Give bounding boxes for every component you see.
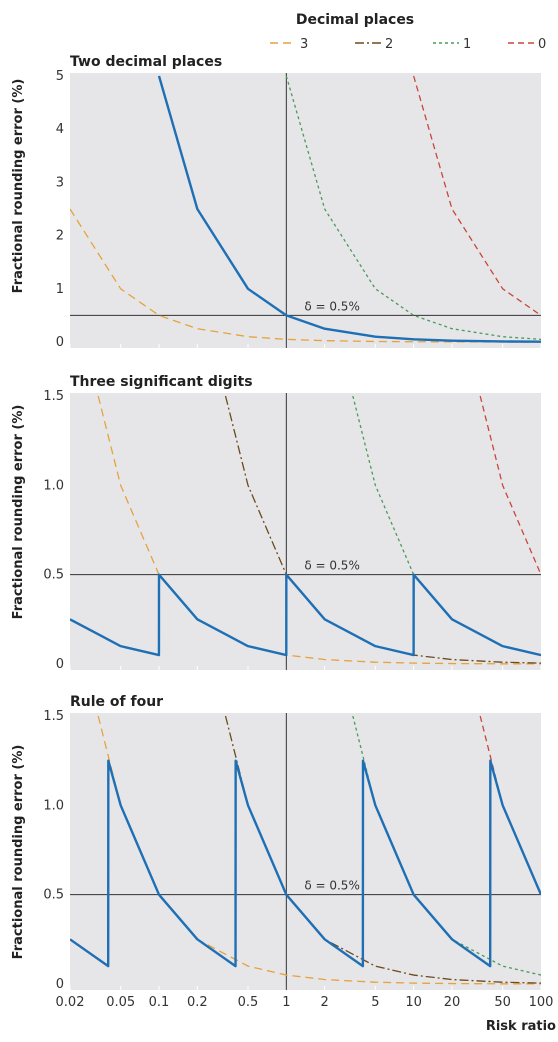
panel-1: 0 1 2 3 4 5 δ = 0.5% [56,69,542,350]
delta-annotation: δ = 0.5% [304,879,360,893]
plot-area [70,713,541,990]
rounding-error-curve [70,759,541,968]
panel-2-ylabel: Fractional rounding error (%) [11,405,26,620]
legend-label-3: 3 [300,37,308,52]
panel-3-title: Rule of four [70,694,163,710]
y-tick-label: 2 [56,229,64,244]
y-tick-label: 4 [56,122,64,137]
y-tick-label: 0 [56,657,64,672]
panel-1-title: Two decimal places [70,54,222,70]
delta-annotation: δ = 0.5% [304,559,360,573]
x-tick-label: 10 [405,995,422,1010]
x-tick-label: 0.2 [187,995,208,1010]
panel-background [70,73,541,348]
rounding-error-curve [157,75,541,343]
panel-3: 0 0.5 1.0 1.5 δ = 0.5% [43,709,542,992]
x-tick-label: 1 [282,995,290,1010]
bound-curve-0 [413,75,541,316]
y-tick-label: 1.5 [43,709,64,724]
bound-curve-1 [285,75,541,340]
rounding-error-curve [70,573,541,657]
bound-curve-3 [97,395,541,665]
x-axis-label: Risk ratio [486,1019,556,1034]
x-tick-label: 5 [371,995,379,1010]
bound-curve-0 [479,395,541,575]
legend-label-2: 2 [385,37,393,52]
x-tick-label: 100 [529,995,554,1010]
panel-2-title: Three significant digits [70,374,253,390]
x-tick-label: 0.05 [106,995,135,1010]
legend-label-1: 1 [463,37,471,52]
panel-background [70,713,541,990]
x-tick-label: 0.5 [238,995,259,1010]
y-tick-label: 1.0 [43,478,64,493]
bound-curve-2 [224,395,541,664]
panel-2: 0 0.5 1.0 1.5 δ = 0.5% [43,389,542,672]
y-tick-label: 5 [56,69,64,84]
x-tick-label: 20 [444,995,461,1010]
panel-1-ylabel: Fractional rounding error (%) [11,79,26,294]
plot-area [70,393,541,670]
x-tick-label: 0.02 [56,995,85,1010]
plot-area [70,73,541,348]
y-tick-label: 1.5 [43,389,64,404]
x-tick-label: 2 [321,995,329,1010]
y-tick-label: 1.0 [43,798,64,813]
y-tick-label: 0 [56,977,64,992]
legend-label-0: 0 [538,37,546,52]
x-tick-label: 0.1 [149,995,170,1010]
x-axis: 0.02 0.05 0.1 0.2 0.5 1 2 5 10 20 50 100 [56,995,554,1010]
y-tick-label: 3 [56,175,64,190]
x-tick-label: 50 [494,995,511,1010]
legend: Decimal places 3 2 1 0 [270,12,546,52]
y-tick-label: 0.5 [43,568,64,583]
delta-annotation: δ = 0.5% [304,299,360,313]
panel-3-ylabel: Fractional rounding error (%) [11,745,26,960]
y-tick-label: 1 [56,282,64,297]
y-tick-label: 0.5 [43,888,64,903]
y-tick-label: 0 [56,335,64,350]
legend-title: Decimal places [296,12,414,28]
